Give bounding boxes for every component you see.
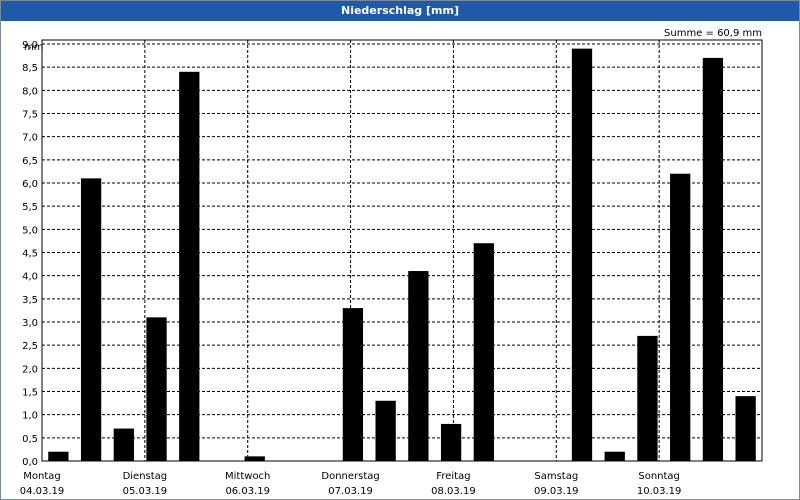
y-tick-label: 3,5 (22, 295, 38, 306)
x-tick-label-date: 08.03.19 (431, 486, 476, 497)
x-tick-label-date: 09.03.19 (534, 486, 579, 497)
y-tick-label: 2,0 (22, 364, 38, 375)
y-tick-label: 7,5 (22, 110, 38, 121)
x-tick-label-day: Mittwoch (225, 471, 270, 482)
bar (342, 308, 364, 461)
bar (440, 423, 462, 461)
bar (702, 57, 724, 462)
y-tick-label: 5,5 (22, 202, 38, 213)
bar (408, 271, 429, 461)
x-tick-label-day: Donnerstag (321, 471, 379, 482)
bar (80, 178, 102, 461)
bar (473, 243, 494, 461)
x-tick-label-date: 06.03.19 (225, 486, 270, 497)
y-tick-label: 3,0 (22, 318, 38, 329)
y-tick-label: 9,0 (22, 40, 38, 51)
bar (637, 335, 658, 461)
y-tick-label: 1,0 (22, 411, 38, 422)
y-tick-label: 8,5 (22, 63, 38, 74)
x-tick-label-day: Montag (23, 471, 60, 482)
y-tick-label: 7,0 (22, 133, 38, 144)
x-tick-labels: Montag 04.03.19 Dienstag 05.03.19 Mittwoch 06… (20, 471, 682, 497)
x-tick-label-day: Freitag (436, 471, 470, 482)
bar (48, 451, 69, 461)
bars (48, 48, 756, 462)
bar (670, 173, 691, 461)
x-tick-label-day: Dienstag (123, 471, 168, 482)
bar (244, 456, 265, 461)
x-tick-label-date: 07.03.19 (328, 486, 373, 497)
y-axis-unit: mm (24, 42, 43, 53)
plot-area (41, 39, 763, 462)
x-tick-label-date: 05.03.19 (123, 486, 168, 497)
sum-label: Summe = 60,9 mm (664, 28, 762, 39)
x-tick-label-date: 10.03.19 (637, 486, 682, 497)
bar (146, 317, 167, 461)
bar (604, 451, 625, 461)
y-tick-label: 6,5 (22, 156, 38, 167)
x-tick-label-day: Sonntag (638, 471, 680, 482)
chart-title: Niederschlag [mm] (1, 1, 799, 21)
y-tick-label: 2,5 (22, 341, 38, 352)
bar (179, 71, 200, 462)
y-tick-label: 5,0 (22, 225, 38, 236)
x-tick-label-date: 04.03.19 (20, 486, 65, 497)
y-tick-label: 1,5 (22, 388, 38, 399)
y-tick-label: 6,0 (22, 179, 38, 190)
x-tick-label-day: Samstag (534, 471, 578, 482)
bar (113, 428, 134, 461)
bar (375, 400, 396, 461)
bar (571, 48, 593, 462)
y-tick-label: 0,5 (22, 434, 38, 445)
bar (735, 396, 756, 461)
y-tick-label: 0,0 (22, 457, 38, 468)
y-tick-label: 4,5 (22, 249, 38, 260)
y-tick-label: 4,0 (22, 272, 38, 283)
y-tick-label: 8,0 (22, 86, 38, 97)
y-tick-labels: 0,0 0,5 1,0 1,5 2,0 2,5 3,0 3,5 4,0 4,5 5,0 5,5 6,0 6… (22, 40, 38, 468)
